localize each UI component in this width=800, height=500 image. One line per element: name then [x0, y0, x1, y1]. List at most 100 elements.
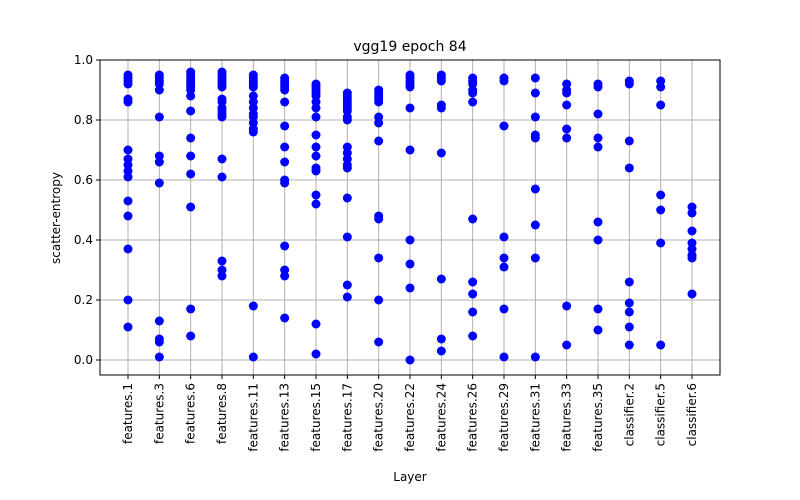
scatter-point [468, 307, 478, 317]
scatter-point [123, 322, 133, 332]
scatter-point [311, 112, 321, 122]
scatter-point [530, 133, 540, 143]
scatter-point [342, 280, 352, 290]
scatter-point [656, 82, 666, 92]
scatter-point [311, 349, 321, 359]
chart-title: vgg19 epoch 84 [353, 39, 466, 55]
scatter-point [186, 202, 196, 212]
scatter-point [405, 103, 415, 113]
scatter-point [123, 79, 133, 89]
scatter-point [562, 340, 572, 350]
scatter-point [593, 133, 603, 143]
scatter-point [123, 172, 133, 182]
scatter-point [562, 133, 572, 143]
y-axis-label: scatter-entropy [49, 172, 63, 264]
scatter-point [530, 112, 540, 122]
scatter-point [280, 271, 290, 281]
scatter-point [468, 97, 478, 107]
scatter-point [468, 277, 478, 287]
y-tick-label: 0.6 [74, 173, 93, 187]
x-tick-label: classifier.5 [654, 383, 668, 446]
x-tick-label: features.11 [246, 383, 260, 452]
scatter-point [123, 295, 133, 305]
scatter-point [374, 295, 384, 305]
data-points [123, 67, 697, 365]
scatter-point [687, 253, 697, 263]
scatter-point [530, 184, 540, 194]
scatter-point [687, 226, 697, 236]
scatter-point [468, 214, 478, 224]
y-tick-label: 0.4 [74, 233, 93, 247]
scatter-point [342, 193, 352, 203]
scatter-point [530, 88, 540, 98]
scatter-point [280, 313, 290, 323]
scatter-point [593, 109, 603, 119]
scatter-point [374, 253, 384, 263]
scatter-point [530, 220, 540, 230]
scatter-point [499, 76, 509, 86]
scatter-point [499, 304, 509, 314]
scatter-point [468, 331, 478, 341]
scatter-point [405, 283, 415, 293]
scatter-point [280, 241, 290, 251]
scatter-point [499, 121, 509, 131]
x-tick-label: features.1 [121, 383, 135, 444]
scatter-point [436, 274, 446, 284]
scatter-point [436, 346, 446, 356]
scatter-point [374, 118, 384, 128]
scatter-point [123, 97, 133, 107]
scatter-point [436, 334, 446, 344]
scatter-point [186, 331, 196, 341]
scatter-point [217, 271, 227, 281]
scatter-point [280, 97, 290, 107]
scatter-point [280, 121, 290, 131]
x-tick-label: features.26 [466, 383, 480, 452]
scatter-point [405, 259, 415, 269]
scatter-point [123, 145, 133, 155]
scatter-point [562, 88, 572, 98]
x-tick-label: features.3 [152, 383, 166, 444]
scatter-point [624, 322, 634, 332]
x-tick-label: features.13 [278, 383, 292, 452]
scatter-point [624, 136, 634, 146]
scatter-point [311, 190, 321, 200]
scatter-point [280, 85, 290, 95]
y-tick-label: 0.0 [74, 353, 93, 367]
scatter-point [624, 340, 634, 350]
scatter-point [593, 142, 603, 152]
scatter-point [624, 307, 634, 317]
scatter-point [217, 256, 227, 266]
x-tick-label: features.20 [372, 383, 386, 452]
scatter-point [280, 157, 290, 167]
scatter-point [687, 289, 697, 299]
scatter-point [154, 157, 164, 167]
scatter-point [624, 277, 634, 287]
scatter-point [405, 82, 415, 92]
scatter-point [468, 88, 478, 98]
scatter-point [593, 235, 603, 245]
scatter-point [154, 352, 164, 362]
scatter-point [374, 136, 384, 146]
scatter-point [436, 76, 446, 86]
scatter-point [436, 148, 446, 158]
scatter-point [687, 208, 697, 218]
scatter-point [311, 151, 321, 161]
x-tick-label: classifier.6 [685, 383, 699, 446]
scatter-point [374, 337, 384, 347]
scatter-point [311, 166, 321, 176]
y-tick-label: 0.2 [74, 293, 93, 307]
scatter-point [123, 244, 133, 254]
scatter-point [562, 301, 572, 311]
x-tick-label: features.35 [591, 383, 605, 452]
scatter-point [499, 352, 509, 362]
x-tick-label: features.8 [215, 383, 229, 444]
scatter-point [248, 127, 258, 137]
scatter-point [530, 253, 540, 263]
scatter-point [593, 217, 603, 227]
scatter-point [342, 115, 352, 125]
scatter-point [154, 316, 164, 326]
x-tick-label: features.6 [184, 383, 198, 444]
scatter-point [217, 154, 227, 164]
scatter-point [405, 355, 415, 365]
